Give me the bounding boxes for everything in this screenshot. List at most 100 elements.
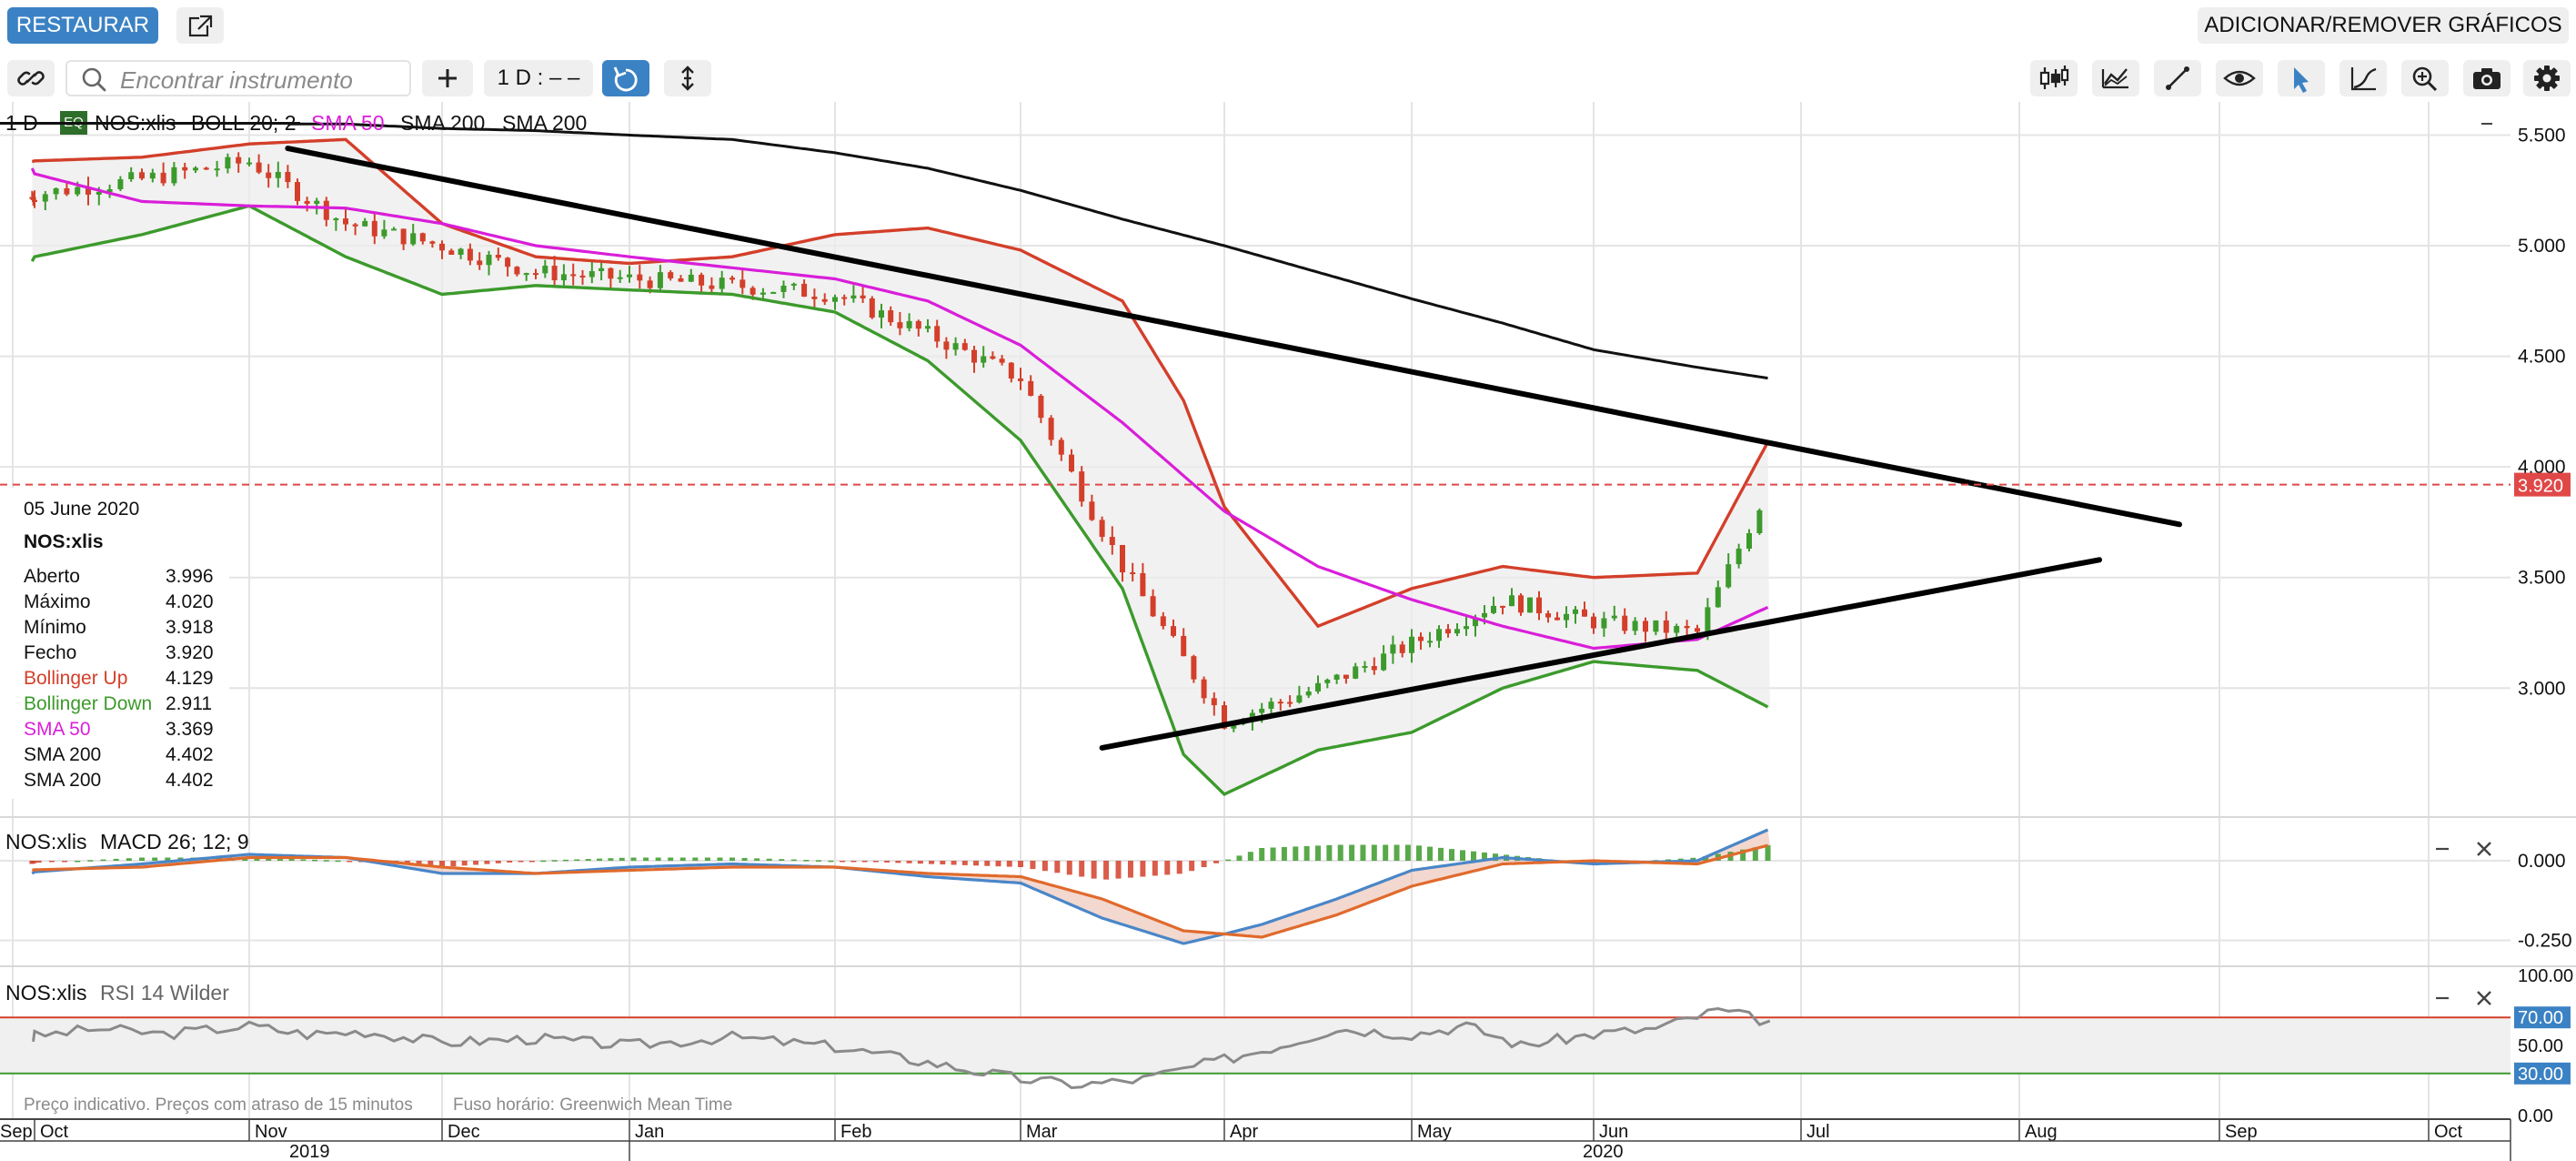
macd-histogram-bar xyxy=(1326,844,1333,861)
macd-histogram-bar xyxy=(1394,844,1400,861)
macd-histogram-bar xyxy=(1236,855,1243,861)
macd-histogram-bar xyxy=(951,861,957,865)
candle-body xyxy=(1333,674,1340,680)
macd-tick-label: -0.250 xyxy=(2518,931,2572,952)
candle-body xyxy=(1573,609,1578,614)
sma50-line xyxy=(30,167,1769,651)
visibility-button[interactable] xyxy=(2216,60,2263,96)
candle-body xyxy=(1632,621,1638,631)
year-label: 2020 xyxy=(1583,1142,1624,1161)
draw-line-button[interactable] xyxy=(2154,60,2201,96)
macd-histogram-bar xyxy=(1270,847,1276,861)
candle-body xyxy=(343,218,348,225)
add-remove-charts-button[interactable]: ADICIONAR/REMOVER GRÁFICOS xyxy=(2198,7,2569,44)
screenshot-button[interactable] xyxy=(2463,60,2511,96)
candle-body xyxy=(730,278,735,280)
candle-body xyxy=(832,297,838,302)
rsi-tick-label: 70.00 xyxy=(2518,1008,2563,1028)
candle-body xyxy=(1482,612,1487,618)
candle-body xyxy=(1381,653,1387,671)
month-label: Jul xyxy=(1806,1122,1830,1142)
candle-body xyxy=(750,288,756,295)
macd-histogram-bar xyxy=(312,859,318,862)
candle-body xyxy=(1150,596,1156,617)
candle-body xyxy=(617,277,623,279)
add-instrument-button[interactable] xyxy=(422,60,473,96)
candle-body xyxy=(1160,616,1166,627)
last-price-label: 3.920 xyxy=(2518,477,2563,497)
candle-body xyxy=(1181,635,1187,657)
macd-histogram-bar xyxy=(439,861,445,867)
macd-histogram-bar xyxy=(1449,849,1454,861)
candle-body xyxy=(1048,418,1054,440)
minimize-pane-button[interactable] xyxy=(2476,113,2498,135)
close-macd-pane-button[interactable] xyxy=(2472,837,2496,861)
candle-body xyxy=(1130,572,1136,575)
macd-histogram-bar xyxy=(1079,861,1085,877)
macd-histogram-bar xyxy=(495,861,501,863)
candle-body xyxy=(1296,695,1303,702)
macd-histogram-bar xyxy=(630,857,637,861)
search-input[interactable] xyxy=(118,66,404,95)
candle-body xyxy=(906,320,912,328)
macd-histogram-bar xyxy=(126,858,132,861)
close-rsi-pane-button[interactable] xyxy=(2472,986,2496,1010)
reset-icon xyxy=(613,66,638,92)
macd-histogram-bar xyxy=(30,861,36,863)
macd-histogram-bar xyxy=(1471,851,1476,861)
candle-body xyxy=(790,283,797,286)
reset-zoom-button[interactable] xyxy=(602,60,649,96)
macd-histogram-bar xyxy=(288,859,295,861)
macd-histogram-bar xyxy=(1152,861,1158,876)
macd-histogram-bar xyxy=(277,858,283,861)
candle-body xyxy=(1315,682,1321,692)
candle-body xyxy=(1582,609,1587,617)
candle-body xyxy=(1140,572,1146,597)
month-label: Apr xyxy=(1230,1122,1258,1142)
macd-histogram-bar xyxy=(35,861,42,863)
popout-button[interactable] xyxy=(176,7,224,44)
indicators-button[interactable] xyxy=(2092,60,2139,96)
macd-histogram-bar xyxy=(574,859,580,861)
rsi-level-badge xyxy=(2514,1062,2571,1085)
interval-selector[interactable]: 1 D : – – xyxy=(484,60,593,96)
candle-body xyxy=(96,191,102,195)
macd-histogram-bar xyxy=(643,857,649,861)
candle-body xyxy=(1287,702,1293,704)
candle-body xyxy=(1705,607,1711,632)
pane-size-button[interactable] xyxy=(664,60,711,96)
rsi-indicator-label: RSI 14 Wilder xyxy=(100,981,229,1005)
candle-body xyxy=(486,254,492,266)
candle-body xyxy=(533,273,538,276)
macd-histogram-bar xyxy=(551,860,558,862)
macd-histogram-bar xyxy=(518,861,524,863)
minimize-rsi-pane-button[interactable] xyxy=(2430,986,2454,1010)
candle-body xyxy=(599,268,605,271)
candle-body xyxy=(678,278,684,282)
curve-tool-button[interactable] xyxy=(2340,60,2387,96)
macd-histogram-bar xyxy=(323,860,329,862)
pointer-button[interactable] xyxy=(2278,60,2325,96)
candle-body xyxy=(1653,620,1659,632)
candle-body xyxy=(106,189,113,192)
candle-body xyxy=(371,220,377,237)
zoom-button[interactable] xyxy=(2401,60,2449,96)
candle-body xyxy=(801,283,808,297)
candle-body xyxy=(934,326,941,342)
candlestick-button[interactable] xyxy=(2030,60,2078,96)
chart-type-icon xyxy=(2101,68,2128,89)
candle-body xyxy=(961,343,968,350)
macd-histogram-bar xyxy=(717,857,723,861)
macd-histogram-bar xyxy=(48,861,55,863)
link-button[interactable] xyxy=(7,60,55,96)
restore-button[interactable]: RESTAURAR xyxy=(7,7,158,44)
search-box[interactable] xyxy=(65,60,411,96)
minimize-macd-pane-button[interactable] xyxy=(2430,837,2454,861)
info-label: Bollinger Up xyxy=(24,668,128,689)
settings-button[interactable] xyxy=(2523,60,2571,96)
macd-histogram-bar xyxy=(1315,845,1321,861)
close-icon xyxy=(2477,842,2491,856)
macd-histogram-bar xyxy=(1247,852,1253,861)
macd-histogram-bar xyxy=(1665,859,1672,861)
